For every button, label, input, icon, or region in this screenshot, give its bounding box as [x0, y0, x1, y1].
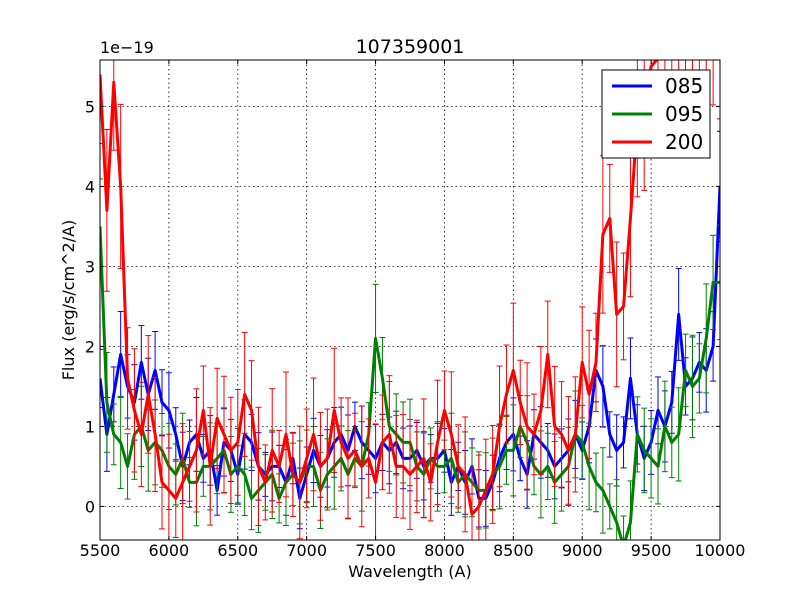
ticks: 5500 6000 6500 7000 7500 8000 8500 9000 9500 1000…: [80, 60, 746, 560]
x-tick-label: 5500: [80, 541, 121, 560]
x-tick-label: 9500: [631, 541, 672, 560]
y-tick-label: 0: [85, 497, 95, 516]
legend-label-200: 200: [665, 130, 703, 154]
series-layer: [100, 60, 720, 540]
legend: 085 095 200: [601, 69, 711, 159]
x-tick-label: 6500: [217, 541, 258, 560]
series-200: [100, 60, 720, 540]
x-axis-label: Wavelength (A): [348, 562, 471, 581]
series-line-200: [100, 60, 659, 516]
chart-title: 107359001: [356, 36, 465, 58]
legend-label-095: 095: [665, 102, 703, 126]
y-tick-label: 4: [85, 177, 95, 196]
y-tick-label: 5: [85, 97, 95, 116]
x-tick-label: 6000: [149, 541, 190, 560]
y-axis-label: Flux (erg/s/cm^2/A): [59, 220, 78, 381]
legend-label-085: 085: [665, 74, 703, 98]
x-tick-label: 8000: [424, 541, 465, 560]
y-tick-label: 1: [85, 417, 95, 436]
plot-frame: [99, 59, 721, 541]
x-tick-label: 10000: [695, 541, 746, 560]
x-tick-label: 9000: [562, 541, 603, 560]
x-tick-label: 8500: [493, 541, 534, 560]
x-tick-label: 7000: [286, 541, 327, 560]
x-tick-label: 7500: [355, 541, 396, 560]
y-tick-label: 3: [85, 257, 95, 276]
y-offset-label: 1e−19: [100, 38, 154, 57]
y-tick-label: 2: [85, 337, 95, 356]
